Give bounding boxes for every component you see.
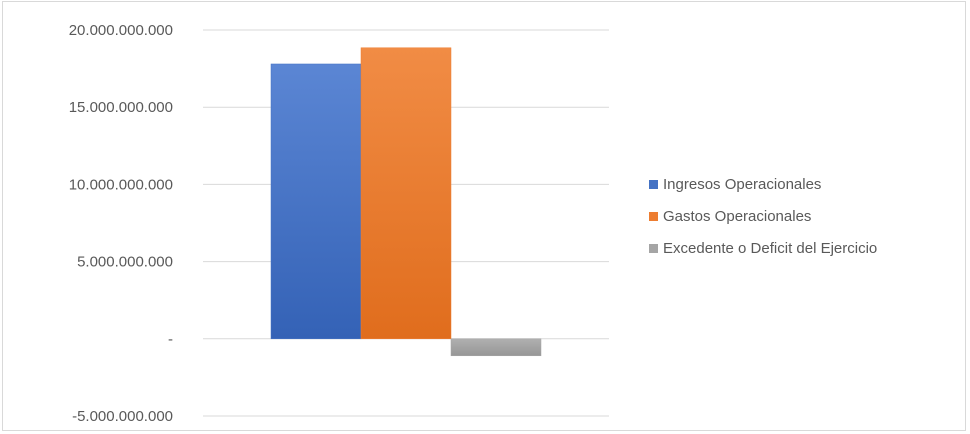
bar-ingresos-operacionales (270, 63, 362, 340)
legend-swatch (649, 244, 658, 253)
y-tick-label: -5.000.000.000 (72, 408, 173, 425)
legend-label: Ingresos Operacionales (663, 176, 821, 193)
y-axis-tick-labels: 20.000.000.000 15.000.000.000 10.000.000.0… (69, 22, 173, 425)
legend-label: Excedente o Deficit del Ejercicio (663, 240, 877, 257)
y-tick-label: 15.000.000.000 (69, 99, 173, 116)
bar-chart: 20.000.000.000 15.000.000.000 10.000.000.0… (69, 22, 878, 425)
legend-label: Gastos Operacionales (663, 208, 811, 225)
bars (270, 47, 542, 357)
legend-swatch (649, 212, 658, 221)
legend: Ingresos Operacionales Gastos Operacional… (649, 176, 877, 257)
y-tick-label: 20.000.000.000 (69, 22, 173, 39)
bar-excedente-o-deficit-del-ejercicio (450, 338, 542, 357)
bar-gastos-operacionales (360, 47, 452, 340)
y-tick-label: 5.000.000.000 (77, 254, 173, 271)
legend-swatch (649, 180, 658, 189)
y-tick-label: 10.000.000.000 (69, 176, 173, 193)
y-tick-label: - (168, 331, 173, 348)
